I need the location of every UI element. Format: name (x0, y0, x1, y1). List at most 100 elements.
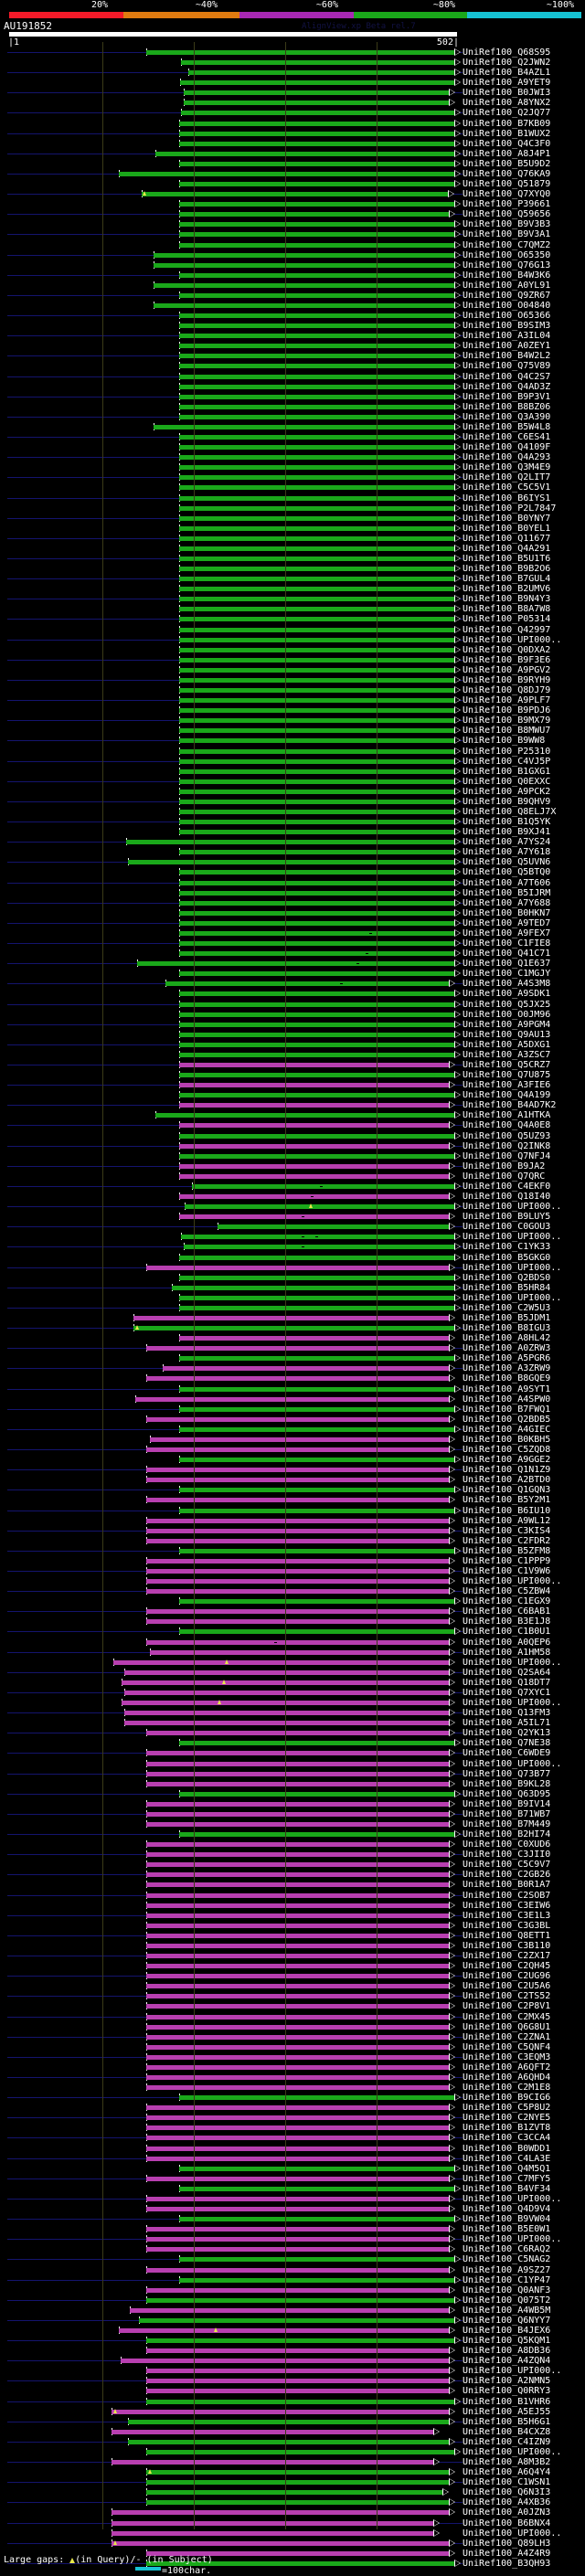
hit-label[interactable]: UniRef100_A0QEP6 (463, 1637, 551, 1648)
hit-row[interactable]: UniRef100_Q7QRC (0, 1171, 585, 1182)
hit-row[interactable]: UniRef100_B5JDM1 (0, 1313, 585, 1323)
hit-row[interactable]: UniRef100_A9WL12 (0, 1516, 585, 1526)
hsp-bar[interactable] (179, 910, 454, 916)
hit-row[interactable]: UniRef100_B8MWU7 (0, 726, 585, 736)
hit-row[interactable]: UniRef100_B3E1J8 (0, 1617, 585, 1627)
hsp-bar[interactable] (146, 2044, 449, 2050)
hit-row[interactable]: UniRef100_C2M1E8 (0, 2083, 585, 2093)
hit-row[interactable]: UniRef100_A3FIE6 (0, 1080, 585, 1090)
hit-label[interactable]: UniRef100_C1PPP9 (463, 1555, 551, 1566)
hsp-bar[interactable] (179, 202, 454, 207)
hit-row[interactable]: UniRef100_B5GKG0 (0, 1253, 585, 1263)
hit-label[interactable]: UniRef100_A9YET9 (463, 78, 551, 89)
hit-row[interactable]: UniRef100_B0HKN7 (0, 908, 585, 918)
hit-label[interactable]: UniRef100_A0YL91 (463, 280, 551, 291)
hit-label[interactable]: UniRef100_Q18DT7 (463, 1677, 551, 1688)
hit-row[interactable]: UniRef100_A9SDK1 (0, 989, 585, 999)
hit-row[interactable]: UniRef100_B6IU10 (0, 1506, 585, 1516)
hit-label[interactable]: UniRef100_UPI000.. (463, 2366, 562, 2377)
hsp-bar[interactable] (146, 1882, 449, 1888)
hit-label[interactable]: UniRef100_B5U9D2 (463, 158, 551, 169)
hsp-bar[interactable] (179, 1336, 449, 1341)
hit-label[interactable]: UniRef100_A3FIE6 (463, 1080, 551, 1091)
hit-row[interactable]: UniRef100_C4IZN9 (0, 2437, 585, 2447)
hit-row[interactable]: UniRef100_C3B110 (0, 1941, 585, 1951)
hsp-bar[interactable] (179, 2166, 454, 2171)
hit-label[interactable]: UniRef100_UPI000.. (463, 1292, 562, 1303)
hit-label[interactable]: UniRef100_A9WL12 (463, 1515, 551, 1526)
hit-row[interactable]: UniRef100_Q1E637 (0, 959, 585, 969)
hit-label[interactable]: UniRef100_O04840 (463, 301, 551, 311)
hit-row[interactable]: UniRef100_B7FWQ1 (0, 1405, 585, 1415)
hit-label[interactable]: UniRef100_Q4A199 (463, 1090, 551, 1101)
hit-row[interactable]: UniRef100_Q89LH3 (0, 2539, 585, 2549)
hit-label[interactable]: UniRef100_A4GIEC (463, 1424, 551, 1435)
hit-label[interactable]: UniRef100_Q4C2S7 (463, 371, 551, 382)
hit-label[interactable]: UniRef100_Q6N3I3 (463, 2487, 551, 2498)
hit-label[interactable]: UniRef100_C1MGJY (463, 969, 551, 980)
hsp-bar[interactable] (179, 535, 454, 541)
hsp-bar[interactable] (179, 1832, 454, 1838)
hit-label[interactable]: UniRef100_UPI000.. (463, 1202, 562, 1213)
hsp-bar[interactable] (179, 930, 454, 936)
hsp-bar[interactable] (146, 2267, 449, 2273)
hit-label[interactable]: UniRef100_C2FDR2 (463, 1535, 551, 1546)
hit-label[interactable]: UniRef100_B2HI74 (463, 1829, 551, 1840)
hit-row[interactable]: UniRef100_A9YET9 (0, 78, 585, 88)
hit-row[interactable]: UniRef100_O65366 (0, 311, 585, 321)
hit-label[interactable]: UniRef100_Q1N1Z9 (463, 1465, 551, 1476)
hit-label[interactable]: UniRef100_Q9AU13 (463, 1029, 551, 1040)
hit-label[interactable]: UniRef100_C5C9V7 (463, 1860, 551, 1871)
hit-row[interactable]: UniRef100_Q7NFJ4 (0, 1151, 585, 1161)
hsp-bar[interactable] (179, 587, 454, 592)
hit-label[interactable]: UniRef100_O65350 (463, 249, 551, 260)
hit-label[interactable]: UniRef100_B9KL28 (463, 1778, 551, 1789)
hit-label[interactable]: UniRef100_Q7XYC1 (463, 1687, 551, 1698)
hit-row[interactable]: UniRef100_Q11677 (0, 534, 585, 544)
hsp-bar[interactable] (180, 80, 454, 86)
hit-row[interactable]: UniRef100_Q2BDS0 (0, 1273, 585, 1283)
hit-row[interactable]: UniRef100_Q2BDB5 (0, 1415, 585, 1425)
hit-label[interactable]: UniRef100_C3JII0 (463, 1850, 551, 1860)
hit-label[interactable]: UniRef100_A4Z4R9 (463, 2548, 551, 2559)
hsp-bar[interactable] (179, 779, 454, 784)
hit-row[interactable]: UniRef100_A9SYT1 (0, 1384, 585, 1394)
hit-row[interactable]: UniRef100_Q8ETT1 (0, 1931, 585, 1941)
hit-row[interactable]: UniRef100_A7YS24 (0, 837, 585, 847)
hsp-bar[interactable] (179, 1063, 449, 1067)
hsp-bar[interactable] (128, 860, 454, 865)
hit-row[interactable]: UniRef100_Q18DT7 (0, 1678, 585, 1688)
hit-label[interactable]: UniRef100_Q9ZR67 (463, 290, 551, 301)
hit-row[interactable]: UniRef100_Q7NE38 (0, 1738, 585, 1748)
hsp-bar[interactable] (179, 546, 454, 551)
hit-row[interactable]: UniRef100_Q2JQ77 (0, 108, 585, 118)
hit-label[interactable]: UniRef100_C2M1E8 (463, 2083, 551, 2094)
hit-row[interactable]: UniRef100_Q4D9V4 (0, 2204, 585, 2214)
hsp-bar[interactable] (179, 1508, 454, 1513)
hit-row[interactable]: UniRef100_C2QH45 (0, 1961, 585, 1971)
hit-label[interactable]: UniRef100_B5W4L8 (463, 421, 551, 432)
hit-label[interactable]: UniRef100_A9SYT1 (463, 1383, 551, 1394)
hsp-bar[interactable] (146, 1852, 449, 1858)
hsp-bar[interactable] (179, 667, 454, 673)
hit-row[interactable]: UniRef100_A7Y688 (0, 898, 585, 908)
hit-row[interactable]: UniRef100_C2NYE5 (0, 2113, 585, 2123)
hsp-bar[interactable] (146, 2146, 449, 2151)
hit-row[interactable]: UniRef100_C5NAG2 (0, 2254, 585, 2264)
hsp-bar[interactable] (179, 890, 454, 896)
hit-row[interactable]: UniRef100_Q5BTQ0 (0, 867, 585, 877)
hit-row[interactable]: UniRef100_B9V3A1 (0, 229, 585, 239)
hsp-bar[interactable] (119, 171, 454, 176)
hit-row[interactable]: UniRef100_B1GXG1 (0, 767, 585, 777)
hit-row[interactable]: UniRef100_C4EKF0 (0, 1182, 585, 1192)
hit-row[interactable]: UniRef100_B6BNX4 (0, 2518, 585, 2528)
hit-label[interactable]: UniRef100_B8BZ06 (463, 401, 551, 412)
hit-label[interactable]: UniRef100_B9SIM3 (463, 321, 551, 332)
hit-row[interactable]: UniRef100_Q1GQN3 (0, 1485, 585, 1495)
hit-row[interactable]: UniRef100_B5IJRM (0, 888, 585, 898)
hsp-bar[interactable] (146, 2338, 454, 2344)
hsp-bar[interactable] (179, 1123, 449, 1129)
hit-label[interactable]: UniRef100_Q2INK8 (463, 1140, 551, 1151)
hit-label[interactable]: UniRef100_C4IZN9 (463, 2436, 551, 2447)
hsp-bar[interactable] (146, 1892, 449, 1898)
